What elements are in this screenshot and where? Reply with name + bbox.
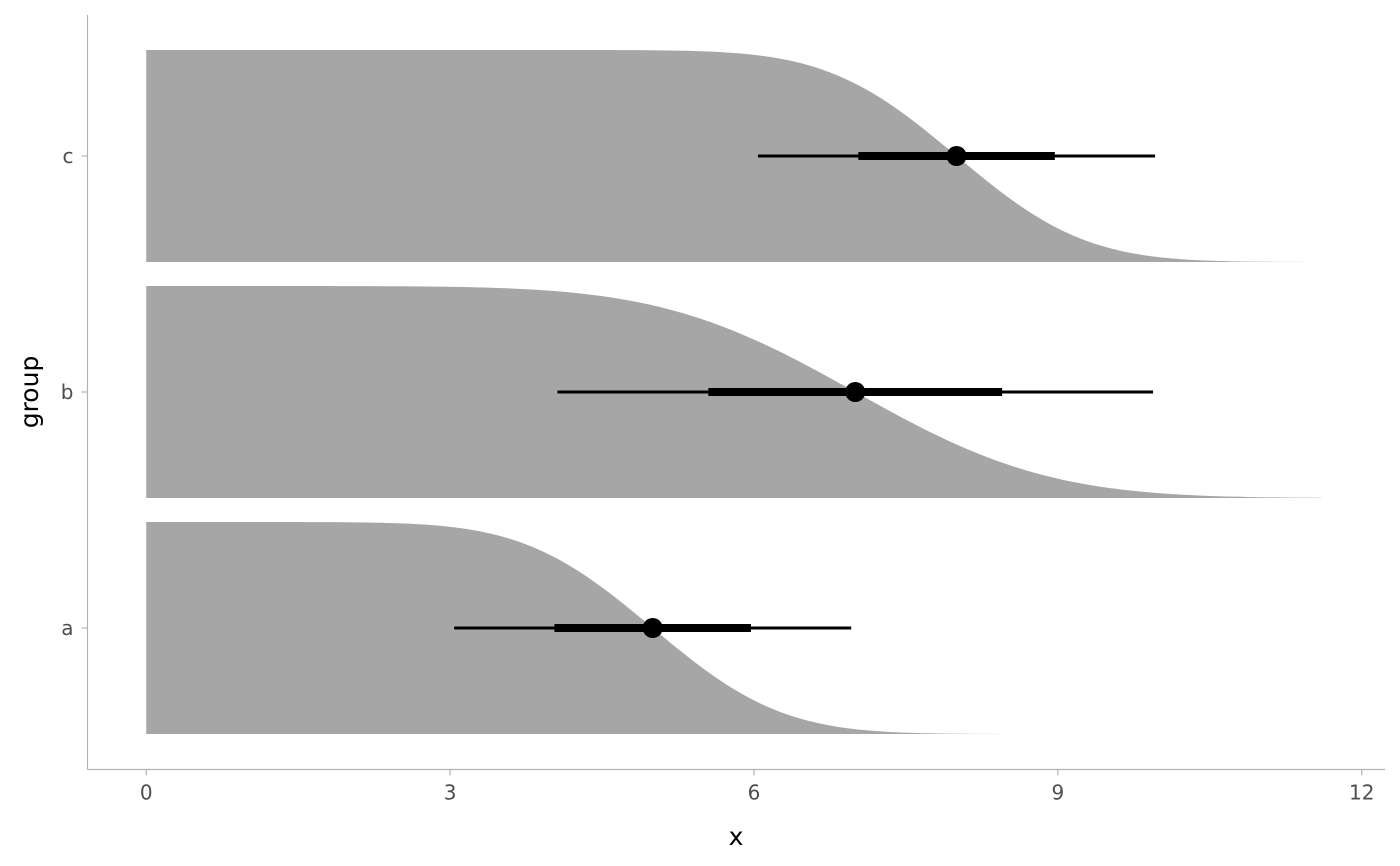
ccdf-ribbon-c (146, 50, 1322, 262)
x-tick-label: 3 (444, 781, 457, 805)
x-tick-label: 9 (1051, 781, 1064, 805)
y-axis-title: group (15, 356, 44, 429)
x-axis-ticks: 0 3 6 9 12 (140, 769, 1374, 805)
x-tick-label: 0 (140, 781, 153, 805)
point-b (845, 382, 866, 402)
x-tick-label: 6 (748, 781, 761, 805)
point-c (946, 146, 967, 166)
y-tick-label: b (61, 380, 74, 404)
point-a (642, 618, 663, 638)
y-tick-label: a (61, 616, 73, 640)
x-tick-label: 12 (1349, 781, 1374, 805)
y-tick-label: c (63, 144, 74, 168)
intervals-layer (454, 146, 1156, 638)
x-axis-title: x (729, 822, 744, 851)
y-axis-ticks: a b c (61, 144, 88, 640)
